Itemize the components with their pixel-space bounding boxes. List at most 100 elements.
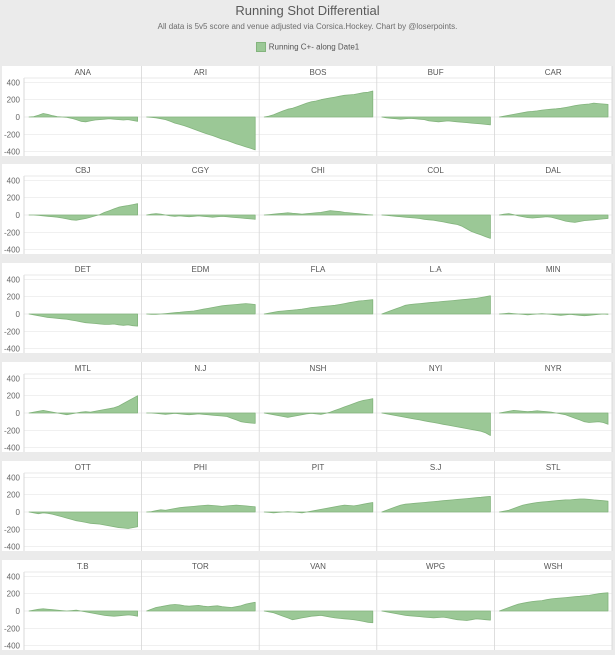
y-tick-label: 400 <box>7 374 21 383</box>
area-stl <box>499 498 609 513</box>
y-tick-label: 200 <box>7 293 21 302</box>
area-cgy <box>146 213 256 220</box>
y-tick-label: -400 <box>4 543 21 552</box>
team-label: WPG <box>426 562 445 571</box>
row-background <box>2 560 612 650</box>
y-tick-label: 200 <box>7 590 21 599</box>
area-cbj <box>28 203 138 221</box>
area-phi <box>146 504 256 513</box>
chart-header: Running Shot Differential All data is 5v… <box>0 0 615 66</box>
chart-subtitle: All data is 5v5 score and venue adjusted… <box>157 22 458 31</box>
team-label: NYR <box>545 364 562 373</box>
area-edm <box>146 303 256 315</box>
legend-label: Running C+- along Date1 <box>268 42 360 52</box>
y-tick-label: -400 <box>4 345 21 354</box>
y-tick-label: 400 <box>7 176 21 185</box>
area-fla <box>263 299 374 315</box>
y-tick-label: -400 <box>4 444 21 453</box>
area-ana <box>28 113 138 123</box>
area-dal <box>499 213 609 223</box>
y-tick-label: 400 <box>7 473 21 482</box>
team-label: MTL <box>75 364 92 373</box>
team-label: EDM <box>192 265 210 274</box>
area-det <box>28 313 138 327</box>
team-label: DAL <box>545 166 561 175</box>
area-bos <box>263 90 374 118</box>
team-label: BOS <box>310 68 327 77</box>
row-background <box>2 362 612 452</box>
y-tick-label: 200 <box>7 392 21 401</box>
area-nj <box>146 412 256 424</box>
area-tor <box>146 601 256 612</box>
team-label: S.J <box>430 463 442 472</box>
y-tick-label: 0 <box>16 607 21 616</box>
y-tick-label: -200 <box>4 426 21 435</box>
area-pit <box>263 502 374 514</box>
team-label: VAN <box>310 562 326 571</box>
team-label: DET <box>75 265 91 274</box>
team-label: FLA <box>311 265 326 274</box>
y-tick-label: -200 <box>4 228 21 237</box>
y-tick-label: -400 <box>4 148 21 157</box>
legend-swatch <box>255 42 266 52</box>
y-tick-label: -200 <box>4 624 21 633</box>
team-label: BUF <box>428 68 444 77</box>
y-tick-label: 0 <box>16 211 21 220</box>
team-label: CBJ <box>75 166 90 175</box>
team-label: STL <box>546 463 561 472</box>
area-nyr <box>499 410 609 425</box>
area-nyi <box>381 412 491 436</box>
area-tb <box>28 608 138 617</box>
team-label: WSH <box>544 562 563 571</box>
y-tick-label: 400 <box>7 275 21 284</box>
area-mtl <box>28 395 138 416</box>
y-tick-label: -200 <box>4 525 21 534</box>
area-car <box>499 102 609 118</box>
y-tick-label: 0 <box>16 113 21 122</box>
team-label: L.A <box>430 265 443 274</box>
team-label: N.J <box>194 364 206 373</box>
area-wsh <box>499 592 609 612</box>
legend[interactable]: Running C+- along Date1 <box>0 42 615 52</box>
row-background <box>2 461 612 551</box>
y-tick-label: 200 <box>7 491 21 500</box>
area-ott <box>28 511 138 529</box>
chart-title: Running Shot Differential <box>235 3 380 18</box>
y-tick-label: -200 <box>4 327 21 336</box>
y-tick-label: 0 <box>16 508 21 517</box>
y-tick-label: 400 <box>7 78 21 87</box>
team-label: CHI <box>311 166 325 175</box>
team-label: NYI <box>429 364 442 373</box>
area-col <box>381 214 491 239</box>
area-la <box>381 295 491 315</box>
row-background <box>2 164 612 254</box>
y-tick-label: 200 <box>7 96 21 105</box>
team-label: TOR <box>192 562 209 571</box>
area-van <box>263 610 374 624</box>
team-label: COL <box>427 166 444 175</box>
area-chi <box>263 210 374 216</box>
team-label: NSH <box>310 364 327 373</box>
team-label: MIN <box>546 265 561 274</box>
team-label: ANA <box>75 68 92 77</box>
area-wpg <box>381 610 491 621</box>
area-buf <box>381 116 491 126</box>
y-tick-label: 400 <box>7 572 21 581</box>
team-label: PIT <box>312 463 325 472</box>
y-tick-label: 200 <box>7 194 21 203</box>
team-label: T.B <box>77 562 89 571</box>
y-tick-label: 0 <box>16 409 21 418</box>
area-min <box>499 312 609 317</box>
team-label: PHI <box>194 463 207 472</box>
team-label: OTT <box>75 463 91 472</box>
y-tick-label: -400 <box>4 246 21 255</box>
y-tick-label: -200 <box>4 130 21 139</box>
y-tick-label: 0 <box>16 310 21 319</box>
area-sj <box>381 496 491 513</box>
team-label: CAR <box>545 68 562 77</box>
area-nsh <box>263 398 374 418</box>
team-label: CGY <box>192 166 210 175</box>
area-ari <box>146 116 256 151</box>
